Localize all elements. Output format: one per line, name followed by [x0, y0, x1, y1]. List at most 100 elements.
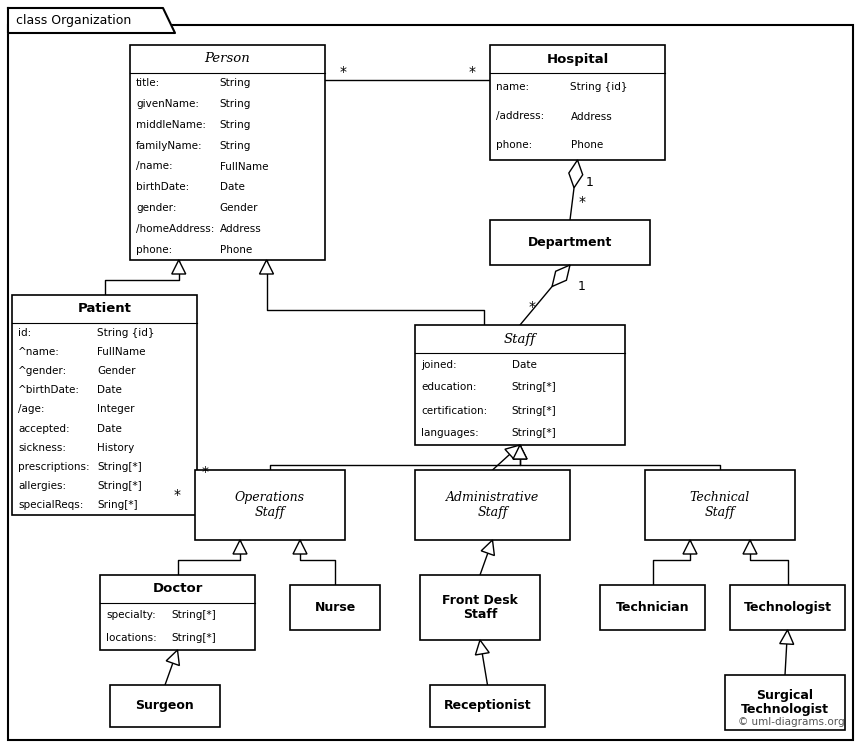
Bar — [130, 45, 325, 260]
Text: Surgical
Technologist: Surgical Technologist — [741, 689, 829, 716]
Text: Address: Address — [219, 224, 261, 234]
Text: id:: id: — [18, 328, 31, 338]
Text: phone:: phone: — [496, 140, 532, 150]
Text: Surgeon: Surgeon — [136, 699, 194, 713]
Text: String[*]: String[*] — [512, 382, 556, 392]
Text: Phone: Phone — [219, 244, 252, 255]
Text: languages:: languages: — [421, 429, 479, 438]
Text: middleName:: middleName: — [136, 120, 206, 130]
Polygon shape — [513, 445, 527, 459]
Text: Person: Person — [205, 52, 250, 66]
Text: History: History — [97, 443, 134, 453]
Text: ^gender:: ^gender: — [18, 366, 67, 376]
Text: String[*]: String[*] — [97, 481, 142, 492]
Text: /homeAddress:: /homeAddress: — [136, 224, 214, 234]
Polygon shape — [233, 540, 247, 554]
Polygon shape — [166, 650, 180, 666]
Text: FullName: FullName — [97, 347, 145, 357]
Text: Phone: Phone — [570, 140, 603, 150]
Polygon shape — [505, 445, 520, 459]
Polygon shape — [568, 160, 583, 187]
Text: *: * — [174, 488, 181, 502]
Text: FullName: FullName — [219, 161, 268, 172]
Text: *: * — [529, 300, 536, 314]
Text: Technologist: Technologist — [744, 601, 832, 614]
Polygon shape — [683, 540, 697, 554]
Text: class Organization: class Organization — [16, 14, 132, 27]
Bar — [415, 325, 625, 445]
Polygon shape — [8, 8, 175, 33]
Bar — [290, 585, 380, 630]
Text: Date: Date — [512, 359, 537, 370]
Text: ^birthDate:: ^birthDate: — [18, 385, 80, 395]
Text: String: String — [219, 78, 251, 88]
Bar — [420, 575, 540, 640]
Text: gender:: gender: — [136, 203, 176, 213]
Text: /age:: /age: — [18, 404, 45, 415]
Text: Department: Department — [528, 236, 612, 249]
Bar — [12, 295, 197, 515]
Text: Hospital: Hospital — [546, 52, 609, 66]
Polygon shape — [476, 640, 489, 655]
Polygon shape — [172, 260, 186, 274]
Text: String {id}: String {id} — [97, 328, 155, 338]
Text: locations:: locations: — [106, 633, 157, 643]
Text: joined:: joined: — [421, 359, 457, 370]
Text: familyName:: familyName: — [136, 140, 203, 151]
Text: *: * — [201, 465, 208, 479]
Text: Technician: Technician — [616, 601, 690, 614]
Text: String[*]: String[*] — [512, 429, 556, 438]
Bar — [600, 585, 705, 630]
Text: String: String — [219, 120, 251, 130]
Text: allergies:: allergies: — [18, 481, 66, 492]
Text: accepted:: accepted: — [18, 424, 70, 433]
Text: birthDate:: birthDate: — [136, 182, 189, 192]
Text: Address: Address — [570, 111, 612, 122]
Text: Integer: Integer — [97, 404, 135, 415]
Polygon shape — [260, 260, 273, 274]
Polygon shape — [780, 630, 794, 645]
Text: *: * — [579, 195, 586, 209]
Bar — [725, 675, 845, 730]
Text: Date: Date — [219, 182, 244, 192]
Text: /name:: /name: — [136, 161, 173, 172]
Polygon shape — [513, 445, 527, 459]
Bar — [730, 585, 845, 630]
Text: String[*]: String[*] — [171, 610, 216, 620]
Text: Date: Date — [97, 424, 122, 433]
Text: Operations
Staff: Operations Staff — [235, 491, 305, 519]
Bar — [100, 575, 255, 650]
Text: givenName:: givenName: — [136, 99, 199, 109]
Text: certification:: certification: — [421, 406, 488, 415]
Text: Front Desk
Staff: Front Desk Staff — [442, 594, 518, 622]
Text: Date: Date — [97, 385, 122, 395]
Text: *: * — [340, 65, 347, 79]
Polygon shape — [552, 265, 570, 287]
Bar — [490, 220, 650, 265]
Text: Staff: Staff — [504, 332, 536, 346]
Text: Patient: Patient — [77, 303, 132, 315]
Text: Sring[*]: Sring[*] — [97, 500, 138, 510]
Bar — [415, 470, 570, 540]
Text: title:: title: — [136, 78, 160, 88]
Text: 1: 1 — [586, 176, 593, 188]
Text: Technical
Staff: Technical Staff — [690, 491, 750, 519]
Text: name:: name: — [496, 82, 529, 93]
Text: Gender: Gender — [97, 366, 136, 376]
Text: Receptionist: Receptionist — [444, 699, 531, 713]
Polygon shape — [482, 540, 494, 556]
Bar — [645, 470, 795, 540]
Text: Gender: Gender — [219, 203, 258, 213]
Bar — [195, 470, 345, 540]
Text: ^name:: ^name: — [18, 347, 60, 357]
Text: specialty:: specialty: — [106, 610, 156, 620]
Text: String: String — [219, 140, 251, 151]
Text: String[*]: String[*] — [171, 633, 216, 643]
Polygon shape — [293, 540, 307, 554]
Text: String: String — [219, 99, 251, 109]
Text: String[*]: String[*] — [512, 406, 556, 415]
Text: /address:: /address: — [496, 111, 544, 122]
Text: prescriptions:: prescriptions: — [18, 462, 89, 472]
Text: Administrative
Staff: Administrative Staff — [445, 491, 539, 519]
Text: 1: 1 — [578, 281, 586, 294]
